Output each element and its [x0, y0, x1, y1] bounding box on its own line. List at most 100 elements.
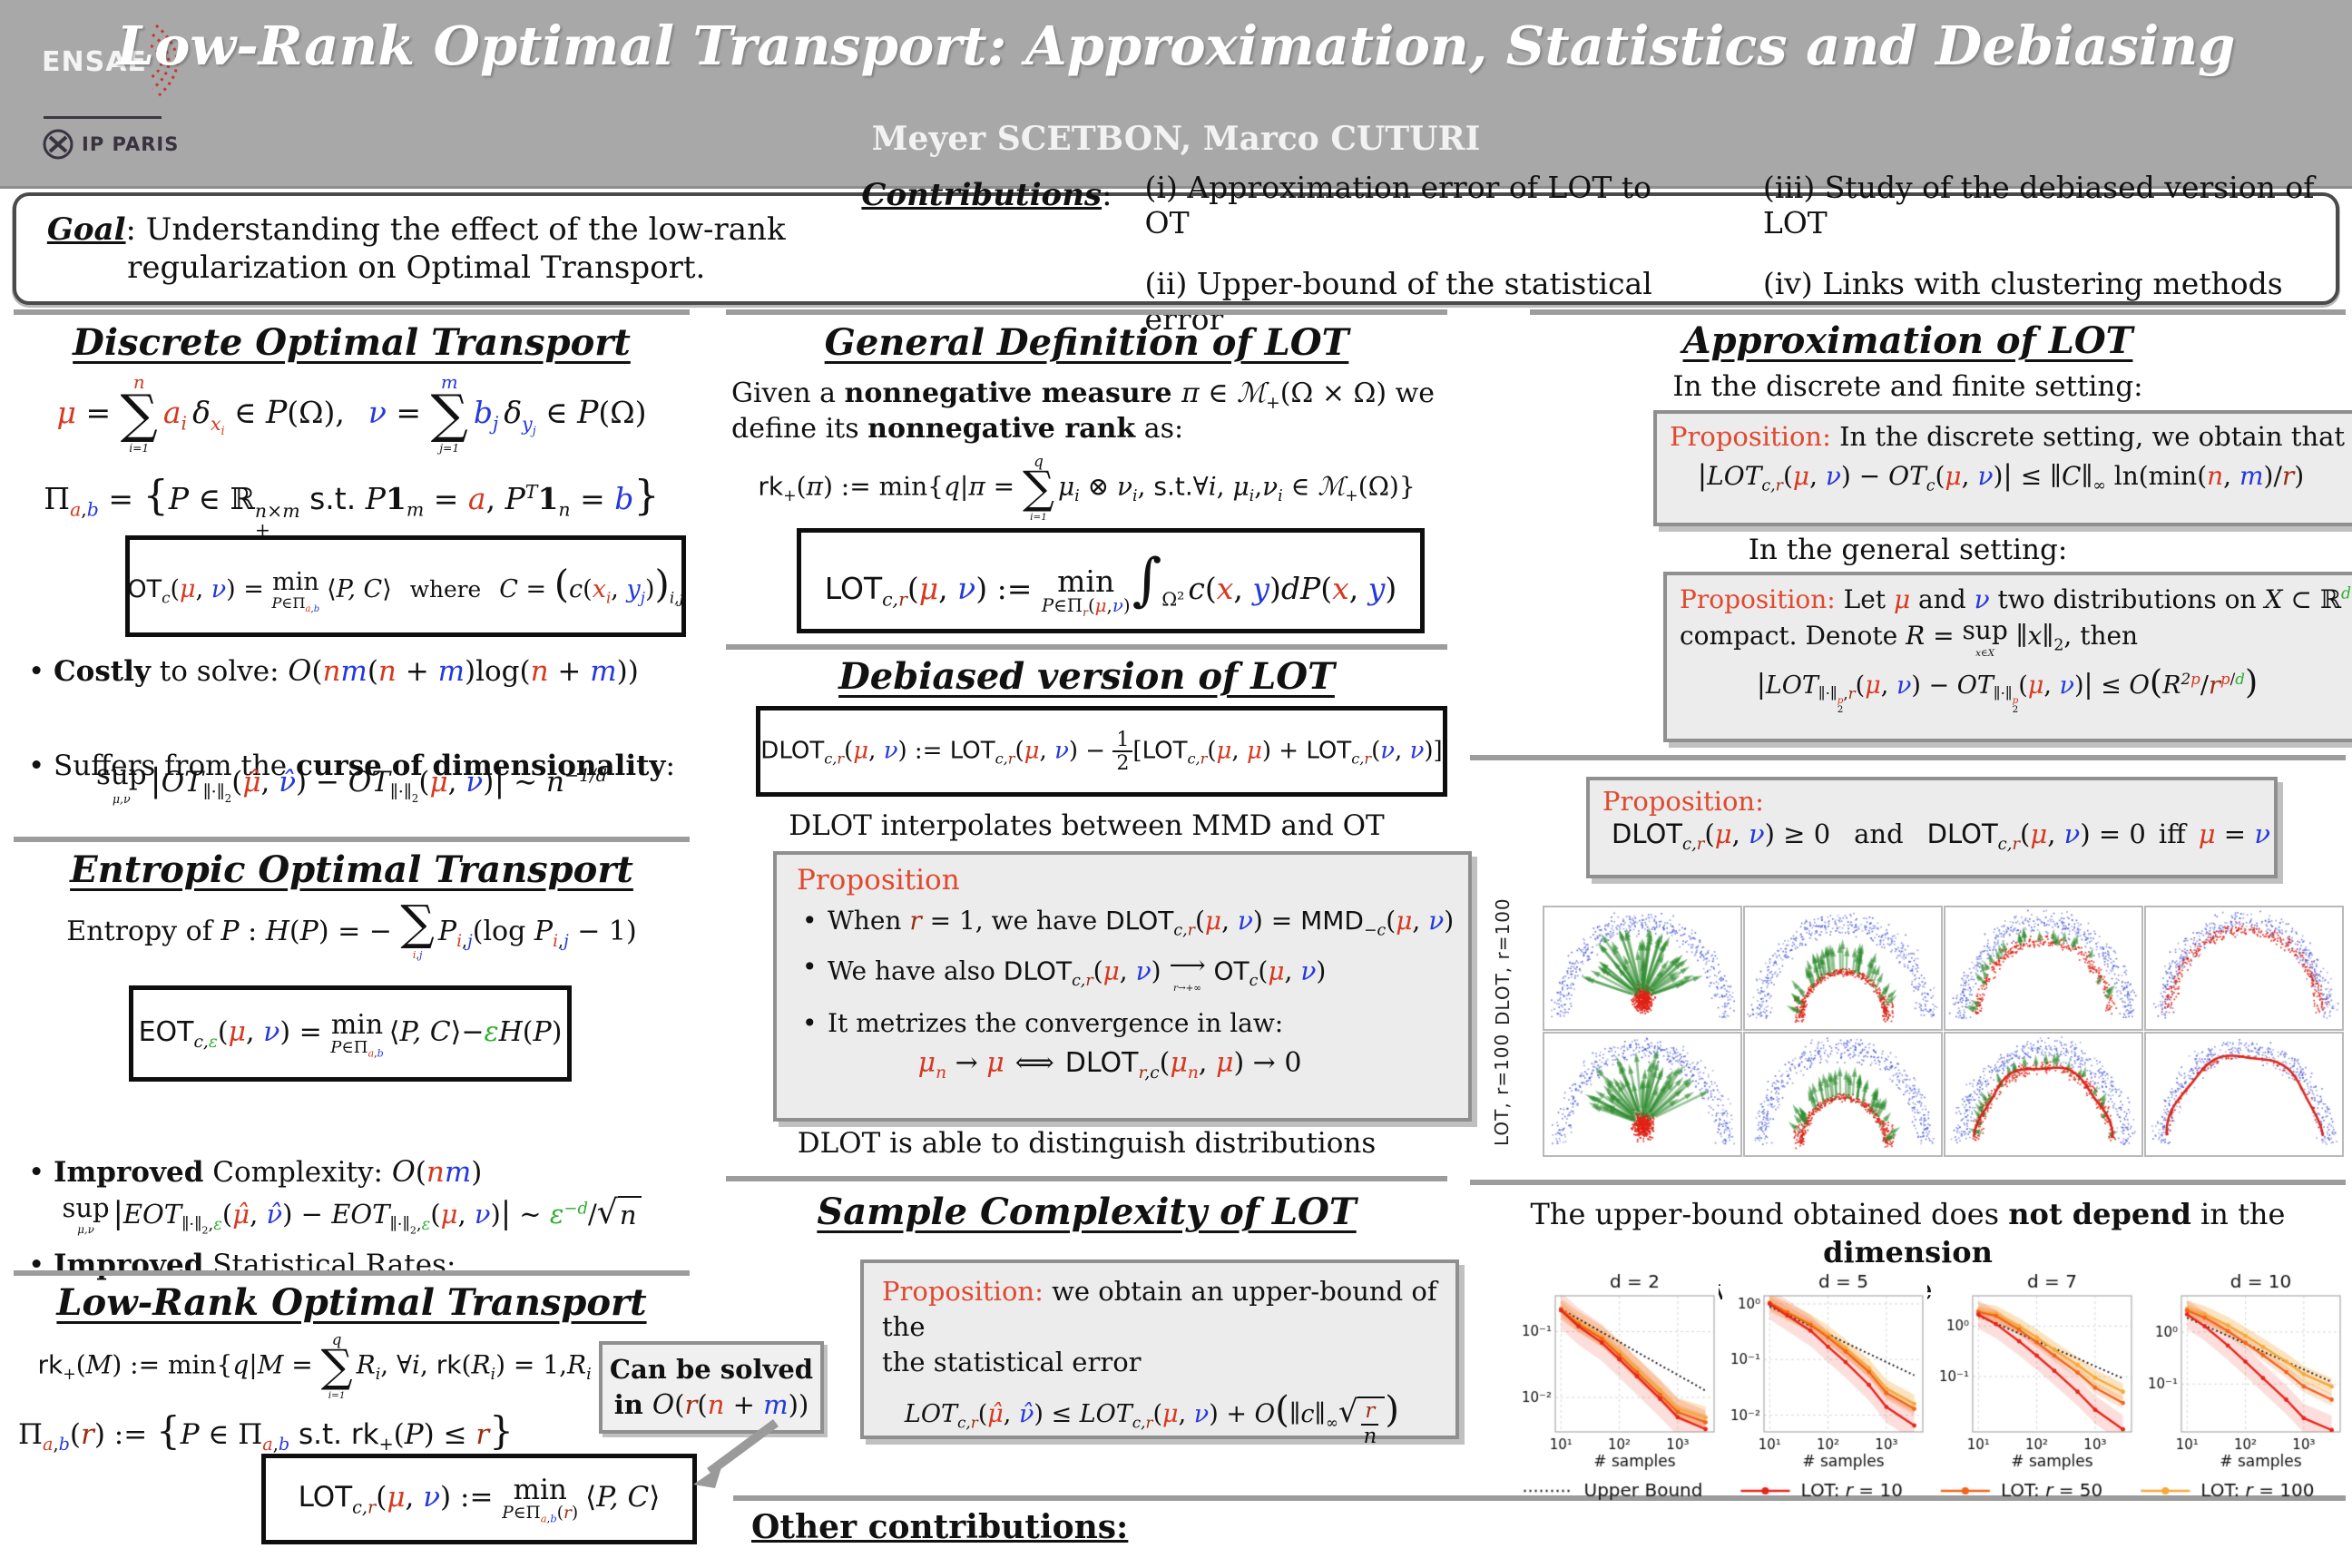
- lot-general-box: LOTc,r(μ, ν) := min P∈Πr(μ,ν) ∫Ω² c(x, y)dP…: [797, 528, 1425, 633]
- lot-definition-box: LOTc,r(μ, ν) := min P∈Πa,b(r) ⟨P, C⟩: [261, 1454, 697, 1544]
- section-title-approximation: Approximation of LOT: [1682, 319, 2133, 362]
- bullet-improved-complexity: Improved Complexity: O(nm): [23, 1156, 716, 1189]
- formula-sample-bound: LOTc,r(μ̂, ν̂) ≤ LOTc,r(μ, ν) + O(∥c∥∞ √ r…: [904, 1387, 1400, 1448]
- scatter-panel-dlot-1: [1543, 906, 1742, 1031]
- divider: [1530, 309, 2346, 315]
- proposition-text: we obtain an upper-bound of the: [882, 1276, 1437, 1343]
- divider: [1470, 755, 2346, 760]
- ensae-arc-icon: [150, 24, 179, 100]
- other-contributions-title: Other contributions:: [751, 1508, 1129, 1546]
- logo-separator: [44, 116, 162, 119]
- formula-nonneg-rank: rk+(M) := min{q|M = q ∑ i=1 Ri, ∀i, rk(Ri) …: [37, 1330, 661, 1402]
- contribution-item: (ii) Upper-bound of the statistical erro…: [1144, 266, 1652, 337]
- contribution-item: (iv) Links with clustering methods: [1762, 266, 2283, 301]
- line-plot-d10: [2140, 1272, 2345, 1474]
- proposition-text: Let μ and ν two distributions on X ⊂ ℝd c…: [1680, 584, 2352, 660]
- scatter-panel-dlot-2: [1743, 906, 1943, 1031]
- formula-dlot: DLOTc,r(μ, ν) := LOTc,r(μ, ν) − 1 2 [LOTc,…: [760, 727, 1443, 775]
- formula-convergence-law: μn → μ ⟺ DLOTr,c(μn, μ) → 0: [917, 1047, 1302, 1083]
- section-title-debiased: Debiased version of LOT: [838, 655, 1335, 698]
- formula-sup-ot: sup μ,ν |OT∥·∥2(μ̂, ν̂) − OT∥·∥2(μ, ν)| ∼ …: [95, 759, 608, 806]
- eot-definition-box: EOTc,ε(μ, ν) = min P∈Πa,b ⟨P, C⟩−εH(P): [129, 985, 572, 1082]
- formula-measures: μ = n ∑ i=1 ai δxi ∈ P(Ω), ν = m ∑ j=1 bj δyj ∈ P…: [56, 372, 647, 456]
- divider: [726, 644, 1447, 650]
- bullet-costly: Costly to solve: O(nm(n + m)log(n + m)): [23, 655, 716, 688]
- formula-ot: OTc(μ, ν) = min P∈Πa,b ⟨P, C⟩ where C = (c(x…: [127, 562, 684, 614]
- divider: [14, 309, 690, 315]
- section-title-discrete-ot: Discrete Optimal Transport: [73, 321, 631, 364]
- formula-eot: EOTc,ε(μ, ν) = min P∈Πa,b ⟨P, C⟩−εH(P): [138, 1009, 563, 1060]
- proposition-label: Proposition:: [1602, 786, 1764, 817]
- formula-rank-pi: rk+(π) := min{q|π = q ∑ i=1 μi ⊗ νi, s.t.∀i…: [758, 452, 1416, 524]
- poster-authors: Meyer SCETBON, Marco CUTURI: [871, 120, 1481, 158]
- formula-general-bound: |LOT∥·∥ p 2 ,r(μ, ν) − OT∥·∥ p 2 (μ, ν)| ≤ O(R…: [1756, 662, 2259, 716]
- proposition-box-sample: Proposition: we obtain an upper-bound of…: [860, 1259, 1459, 1447]
- scatter-row-label-lot: LOT, r=100: [1491, 1033, 1513, 1146]
- dlot-bullet-limit: We have also DLOTc,r(μ, ν) ⟶r→+∞ OTc(μ, …: [797, 952, 1468, 994]
- interpolation-note: DLOT interpolates between MMD and OT: [789, 809, 1385, 842]
- contributions-label: Contributions: [861, 177, 1102, 213]
- proposition-box-general: Proposition: Let μ and ν two distributio…: [1663, 572, 2352, 742]
- divider: [14, 837, 690, 842]
- section-title-entropic-ot: Entropic Optimal Transport: [70, 848, 633, 891]
- proposition-label: Proposition:: [1680, 584, 1844, 614]
- callout-solver-complexity: Can be solved in O(r(n + m)): [599, 1341, 824, 1434]
- goal-label: Goal: [46, 211, 126, 248]
- general-setting-intro: In the general setting:: [1748, 534, 2068, 566]
- scatter-panel-lot-2: [1743, 1032, 1943, 1157]
- formula-lowrank-coupling: Πa,b(r) := {P ∈ Πa,b s.t. rk+(P) ≤ r}: [18, 1408, 514, 1455]
- ip-paris-icon: [43, 129, 74, 160]
- divider: [1470, 1180, 2346, 1185]
- poster-title: Low-Rank Optimal Transport: Approximatio…: [116, 15, 2236, 77]
- proposition-label: Proposition: [797, 864, 960, 897]
- bullet-improved-rates: Improved Statistical Rates:: [23, 1249, 716, 1281]
- bullet-curse: Suffers from the curse of dimensionality…: [23, 750, 716, 782]
- goal-line1: Understanding the effect of the low-rank: [145, 211, 786, 248]
- contribution-item: (i) Approximation error of LOT to OT: [1144, 170, 1652, 240]
- section-title-sample-complexity: Sample Complexity of LOT: [817, 1191, 1357, 1233]
- dlot-bullet-metrize: It metrizes the convergence in law:: [797, 1008, 1468, 1038]
- formula-lot-general: LOTc,r(μ, ν) := min P∈Πr(μ,ν) ∫Ω² c(x, y)dP…: [824, 545, 1397, 620]
- line-plot-d7: [1931, 1272, 2136, 1474]
- goal-statement: Goal: Understanding the effect of the lo…: [46, 211, 786, 287]
- proposition-box-discrete: Proposition: In the discrete setting, we…: [1653, 410, 2352, 526]
- proposition-text: the statistical error: [882, 1347, 1142, 1378]
- proposition-box-positivity: Proposition: DLOTc,r(μ, ν) ≥ 0 and DLOTc,r…: [1586, 777, 2278, 878]
- proposition-label: Proposition:: [882, 1276, 1053, 1307]
- divider: [726, 309, 1447, 315]
- divider: [14, 1270, 690, 1276]
- line-plot-d2: [1514, 1272, 1719, 1474]
- ensae-logo: ENSAE: [42, 45, 147, 78]
- callout-text: Can be solved in O(r(n + m)): [609, 1353, 814, 1420]
- paragraph-nonneg-measure: Given a nonnegative measure π ∈ ℳ+(Ω × Ω…: [731, 377, 1436, 445]
- formula-positivity: DLOTc,r(μ, ν) ≥ 0 and DLOTc,r(μ, ν) = 0 iff…: [1612, 818, 2270, 854]
- scatter-panel-dlot-3: [1944, 906, 2143, 1031]
- formula-lot: LOTc,r(μ, ν) := min P∈Πa,b(r) ⟨P, C⟩: [298, 1474, 661, 1525]
- goal-box: Goal: Understanding the effect of the lo…: [13, 170, 2339, 337]
- ip-paris-logo: IP PARIS: [82, 133, 180, 155]
- scatter-row-label-dlot: DLOT, r=100: [1492, 897, 1514, 1025]
- scatter-panel-lot-3: [1944, 1032, 2143, 1157]
- distinguish-note: DLOT is able to distinguish distribution…: [797, 1127, 1377, 1160]
- section-title-general-def: General Definition of LOT: [824, 321, 1349, 364]
- proposition-box-dlot: Proposition When r = 1, we have DLOTc,r(…: [773, 851, 1472, 1122]
- discrete-setting-intro: In the discrete and finite setting:: [1672, 370, 2143, 403]
- line-plot-d5: [1722, 1272, 1927, 1474]
- dlot-definition-box: DLOTc,r(μ, ν) := LOTc,r(μ, ν) − 1 2 [LOTc,…: [756, 706, 1447, 797]
- plot-legend: [1502, 1475, 2337, 1509]
- header: ENSAE IP PARIS Low-Rank Optimal Transpor…: [0, 0, 2352, 189]
- contribution-item: (iii) Study of the debiased version of L…: [1762, 170, 2315, 240]
- scatter-panel-dlot-4: [2144, 906, 2344, 1031]
- scatter-panel-lot-4: [2144, 1032, 2344, 1157]
- ot-definition-box: OTc(μ, ν) = min P∈Πa,b ⟨P, C⟩ where C = (c(x…: [125, 535, 686, 637]
- callout-arrow-icon: [693, 1418, 779, 1488]
- proposition-text: In the discrete setting, we obtain that: [1839, 421, 2346, 452]
- formula-sup-eot: sup μ,ν |EOT∥·∥2,ε(μ̂, ν̂) − EOT∥·∥2,ε(μ, …: [9, 1194, 694, 1238]
- scatter-panel-lot-1: [1543, 1032, 1742, 1157]
- contributions: Contributions: (i) Approximation error o…: [798, 161, 2336, 337]
- divider: [726, 1176, 1447, 1181]
- formula-entropy: Entropy of P : H(P) = − ∑ i,j Pi,j(log Pi,…: [66, 896, 637, 961]
- section-title-low-rank-ot: Low-Rank Optimal Transport: [56, 1281, 647, 1324]
